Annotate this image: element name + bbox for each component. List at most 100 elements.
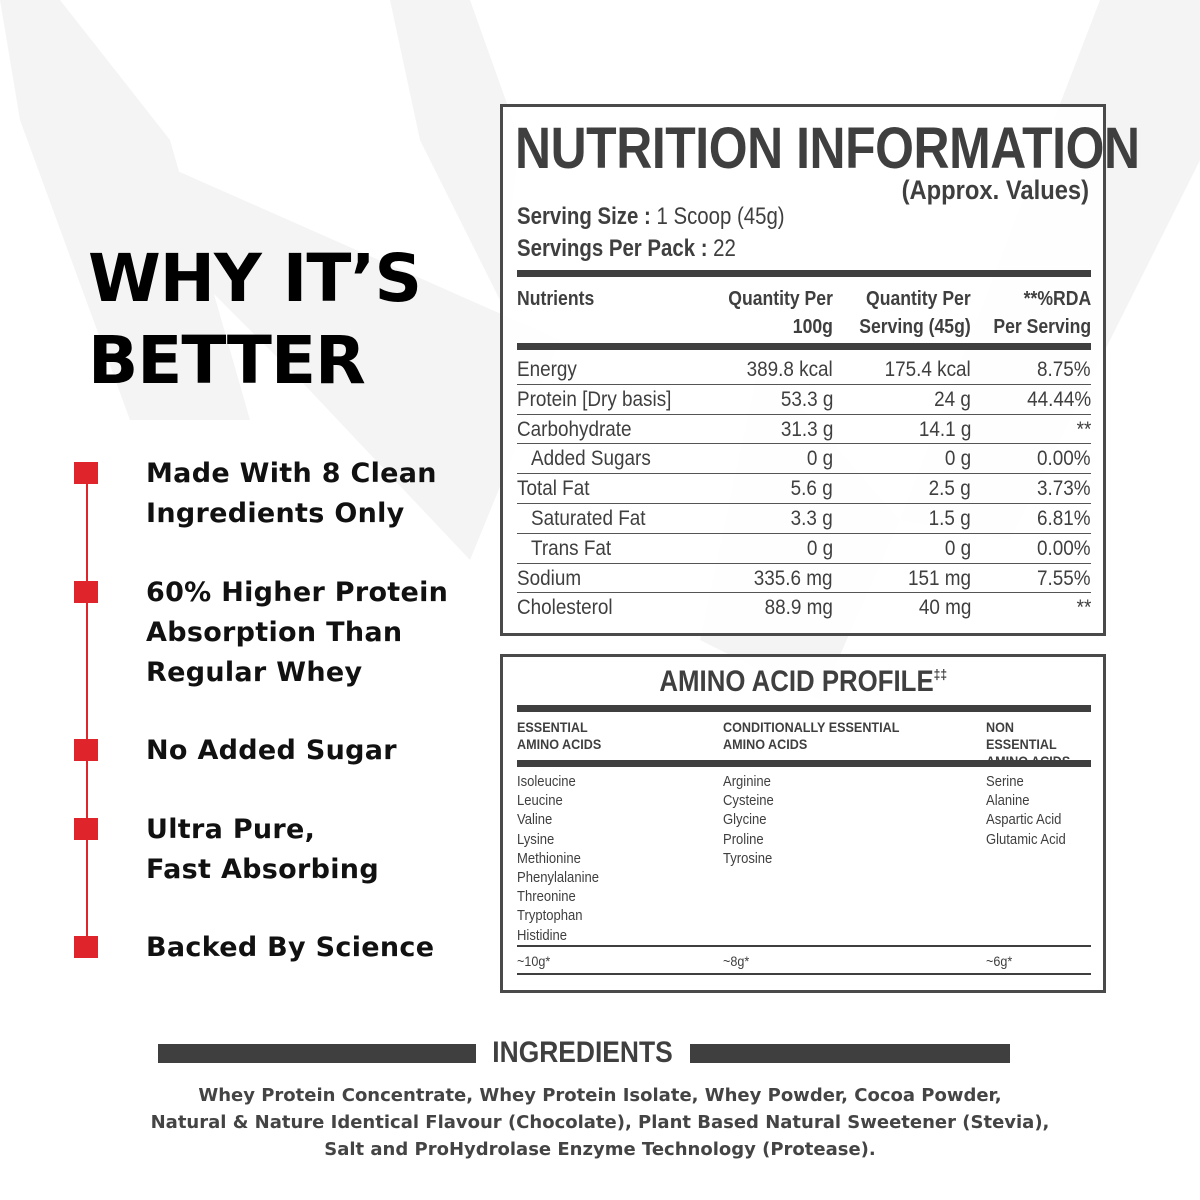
table-row: Trans Fat 0 g 0 g 0.00%: [517, 534, 1091, 564]
nutrient-name: Saturated Fat: [531, 506, 646, 530]
nutrition-title: NUTRITION INFORMATION: [515, 116, 1140, 181]
list-item: Tyrosine: [723, 850, 773, 867]
per-100g-value: 3.3 g: [790, 506, 833, 530]
divider: [517, 760, 1091, 767]
list-item: Valine: [517, 812, 553, 829]
nutrient-name: Energy: [517, 358, 577, 381]
per-serving-value: 40 mg: [918, 596, 971, 620]
divider: [517, 343, 1091, 350]
red-square-bullet: [74, 818, 98, 840]
amino-title-text: AMINO ACID PROFILE: [659, 665, 934, 698]
rda-value: **: [1076, 417, 1091, 441]
rda-value: 0.00%: [1037, 447, 1091, 471]
ingredients-line: Natural & Nature Identical Flavour (Choc…: [150, 1112, 1050, 1133]
per-serving-value: 175.4 kcal: [884, 358, 971, 381]
ingredients-line: Salt and ProHydrolase Enzyme Technology …: [324, 1139, 876, 1160]
divider: [517, 973, 1091, 975]
list-item: Tryptophan: [517, 908, 583, 925]
nutrition-subtitle: (Approx. Values): [901, 175, 1089, 205]
list-item: Glycine: [723, 812, 767, 829]
nutrient-name: Carbohydrate: [517, 417, 632, 441]
list-item: Cysteine: [723, 793, 774, 810]
per-100g-value: 389.8 kcal: [746, 358, 833, 381]
per-serving-value: 1.5 g: [928, 506, 971, 530]
per-serving-value: 0 g: [944, 447, 971, 471]
per-100g-value: 335.6 mg: [754, 566, 833, 590]
rda-value: 6.81%: [1037, 506, 1091, 530]
benefit-text: No Added Sugar: [146, 735, 397, 766]
nutrient-name: Protein [Dry basis]: [517, 387, 672, 411]
ingredients-list: Whey Protein Concentrate, Whey Protein I…: [100, 1082, 1100, 1163]
nutrient-name: Sodium: [517, 566, 582, 590]
column-header-essential: ESSENTIAL AMINO ACIDS: [517, 719, 602, 752]
per-serving-value: 0 g: [944, 536, 971, 560]
divider: [517, 705, 1091, 712]
ingredients-title: INGREDIENTS: [476, 1036, 690, 1070]
list-item: Proline: [723, 831, 764, 848]
non-essential-total: ~6g*: [986, 953, 1013, 969]
list-item: Serine: [986, 774, 1024, 790]
list-item: Arginine: [723, 774, 771, 790]
per-100g-value: 0 g: [806, 447, 833, 471]
table-row: Added Sugars 0 g 0 g 0.00%: [517, 444, 1091, 475]
per-100g-value: 5.6 g: [790, 477, 833, 501]
divider: [517, 945, 1091, 947]
list-item: Aspartic Acid: [986, 812, 1062, 829]
divider: [517, 270, 1091, 277]
benefit-text: Ultra Pure, Fast Absorbing: [146, 814, 379, 885]
table-row: Total Fat 5.6 g 2.5 g 3.73%: [517, 474, 1091, 504]
servings-per-pack-value: 22: [707, 235, 736, 262]
list-item: Glutamic Acid: [986, 831, 1066, 848]
ingredients-line: Whey Protein Concentrate, Whey Protein I…: [198, 1085, 1002, 1106]
list-item: Methionine: [517, 850, 581, 867]
list-item: Histidine: [517, 927, 568, 944]
list-item: Phenylalanine: [517, 870, 599, 887]
per-serving-value: 151 mg: [907, 566, 971, 590]
list-item: Leucine: [517, 793, 563, 810]
nutrition-information-panel: NUTRITION INFORMATION (Approx. Values) S…: [500, 104, 1140, 636]
per-100g-value: 0 g: [806, 536, 833, 560]
nutrient-name: Added Sugars: [531, 447, 651, 471]
essential-total: ~10g*: [517, 953, 551, 969]
per-100g-value: 31.3 g: [780, 417, 833, 441]
rda-value: 44.44%: [1026, 387, 1091, 411]
servings-per-pack-label: Servings Per Pack :: [517, 235, 708, 262]
essential-amino-list: Isoleucine Leucine Valine Lysine Methion…: [517, 773, 599, 946]
list-item: Lysine: [517, 831, 555, 848]
servings-per-pack: Servings Per Pack : 22: [517, 235, 736, 263]
red-square-bullet: [74, 739, 98, 761]
per-serving-value: 14.1 g: [918, 417, 971, 441]
benefit-text: 60% Higher Protein Absorption Than Regul…: [146, 577, 449, 688]
column-header-nutrients: Nutrients: [517, 288, 595, 310]
column-header-rda: **%RDA Per Serving: [993, 288, 1091, 338]
table-row: Sodium 335.6 mg 151 mg 7.55%: [517, 564, 1091, 594]
red-square-bullet: [74, 581, 98, 603]
rda-value: 8.75%: [1037, 358, 1091, 381]
benefit-text: Backed By Science: [146, 932, 435, 963]
nutrient-name: Trans Fat: [531, 536, 612, 560]
serving-size-value: 1 Scoop (45g): [650, 203, 785, 230]
table-row: Carbohydrate 31.3 g 14.1 g **: [517, 415, 1091, 445]
red-square-bullet: [74, 936, 98, 958]
benefit-text: Made With 8 Clean Ingredients Only: [146, 458, 437, 529]
per-serving-value: 2.5 g: [928, 477, 971, 501]
ingredients-bar-right: [690, 1044, 1010, 1063]
conditionally-essential-total: ~8g*: [723, 953, 750, 969]
per-100g-value: 88.9 mg: [764, 596, 833, 620]
per-serving-value: 24 g: [934, 387, 971, 411]
list-item: Threonine: [517, 889, 576, 906]
serving-size-label: Serving Size :: [517, 203, 651, 230]
column-header-per-serving: Quantity Per Serving (45g): [859, 288, 971, 338]
list-item: Isoleucine: [517, 774, 576, 790]
column-header-per-100g: Quantity Per 100g: [728, 288, 833, 338]
ingredients-bar-left: [158, 1044, 476, 1063]
rda-value: **: [1076, 596, 1091, 620]
table-row: Protein [Dry basis] 53.3 g 24 g 44.44%: [517, 385, 1091, 415]
nutrient-name: Total Fat: [517, 477, 590, 501]
non-essential-amino-list: Serine Alanine Aspartic Acid Glutamic Ac…: [986, 773, 1066, 850]
list-item: Alanine: [986, 793, 1030, 810]
ingredients-title-text: INGREDIENTS: [492, 1036, 674, 1069]
serving-size: Serving Size : 1 Scoop (45g): [517, 203, 785, 231]
nutrition-table-body: Energy 389.8 kcal 175.4 kcal 8.75% Prote…: [517, 355, 1091, 623]
column-header-conditionally-essential: CONDITIONALLY ESSENTIAL AMINO ACIDS: [723, 719, 900, 752]
